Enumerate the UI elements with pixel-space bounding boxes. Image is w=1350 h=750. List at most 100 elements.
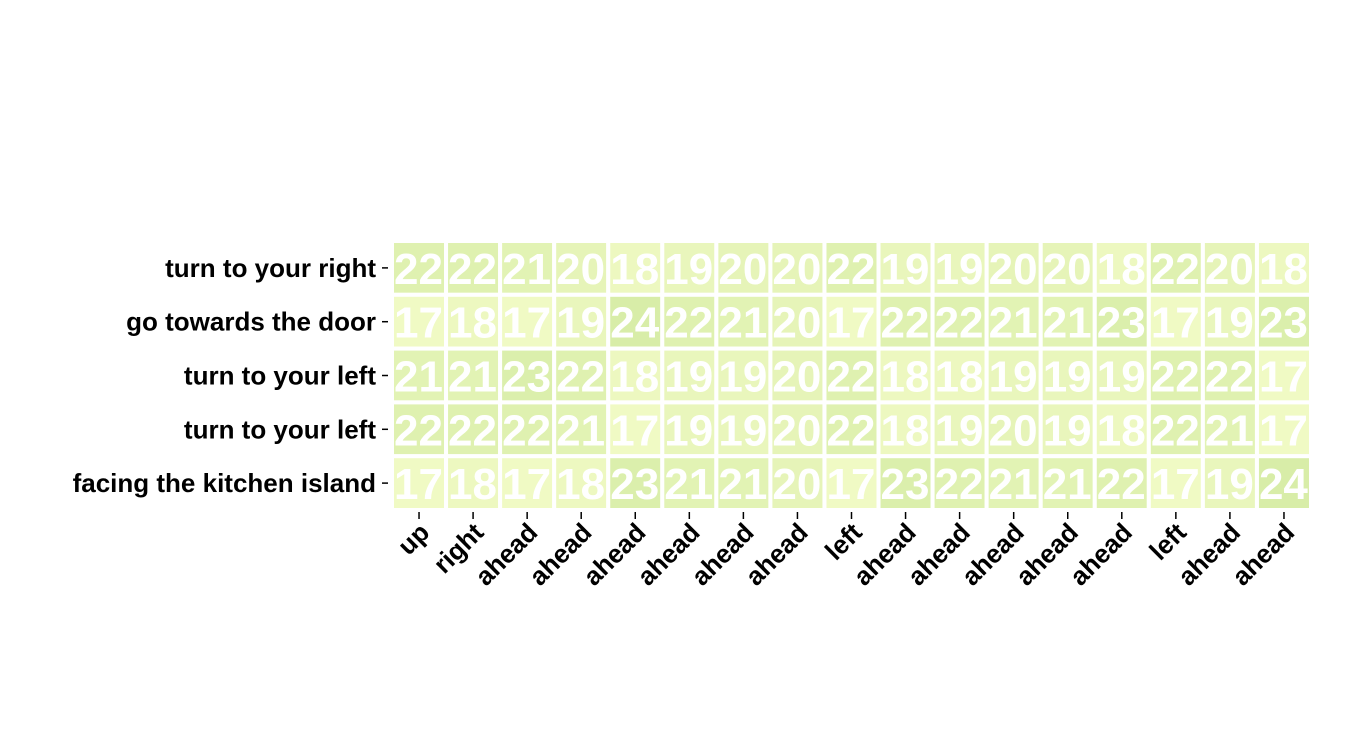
cell-value-label: 17 bbox=[610, 406, 659, 455]
cell-value-label: 21 bbox=[1043, 460, 1092, 509]
heatmap-cell bbox=[876, 292, 935, 351]
heatmap-cell bbox=[660, 292, 719, 351]
cell-value-label: 22 bbox=[935, 460, 984, 509]
heatmap-cell bbox=[876, 400, 935, 459]
cell-value-label: 22 bbox=[556, 353, 605, 402]
cell-value-label: 19 bbox=[1043, 406, 1092, 455]
cell-value-label: 21 bbox=[718, 299, 767, 348]
cell-value-label: 22 bbox=[502, 406, 551, 455]
cell-value-label: 18 bbox=[610, 245, 659, 294]
cell-value-label: 19 bbox=[1205, 299, 1254, 348]
cell-value-label: 20 bbox=[1043, 245, 1092, 294]
cell-value-label: 20 bbox=[989, 245, 1038, 294]
cell-value-label: 17 bbox=[1259, 353, 1308, 402]
row-label: turn to your right bbox=[165, 253, 376, 283]
cell-value-label: 17 bbox=[826, 460, 875, 509]
cell-value-label: 21 bbox=[718, 460, 767, 509]
cell-value-label: 21 bbox=[1043, 299, 1092, 348]
cell-value-label: 21 bbox=[664, 460, 713, 509]
cell-value-label: 21 bbox=[448, 353, 497, 402]
column-label: ahead bbox=[1064, 517, 1138, 591]
cell-value-label: 20 bbox=[772, 353, 821, 402]
heatmap-cell bbox=[1092, 292, 1151, 351]
cell-value-label: 18 bbox=[935, 353, 984, 402]
cell-value-label: 18 bbox=[881, 406, 930, 455]
cell-value-label: 18 bbox=[1097, 406, 1146, 455]
cell-value-label: 20 bbox=[772, 245, 821, 294]
cell-value-label: 17 bbox=[394, 460, 443, 509]
heatmap-cell bbox=[822, 454, 881, 513]
heatmap-cell bbox=[1254, 400, 1313, 459]
cell-value-label: 18 bbox=[1259, 245, 1308, 294]
cell-value-label: 22 bbox=[448, 406, 497, 455]
cell-value-label: 19 bbox=[1205, 460, 1254, 509]
row-labels: turn to your right go towards the door tur… bbox=[73, 253, 388, 498]
heatmap-cell bbox=[660, 454, 719, 513]
cell-value-label: 20 bbox=[772, 406, 821, 455]
cell-value-label: 18 bbox=[881, 353, 930, 402]
cell-value-label: 19 bbox=[664, 353, 713, 402]
heatmap-cell bbox=[768, 239, 827, 297]
cell-value-label: 22 bbox=[826, 406, 875, 455]
cell-value-label: 22 bbox=[935, 299, 984, 348]
cell-value-label: 21 bbox=[989, 299, 1038, 348]
cell-value-label: 20 bbox=[556, 245, 605, 294]
heatmap-cell bbox=[1038, 400, 1097, 459]
cell-value-label: 19 bbox=[1097, 353, 1146, 402]
cell-value-label: 22 bbox=[881, 299, 930, 348]
cell-value-label: 19 bbox=[718, 406, 767, 455]
column-label: ahead bbox=[739, 517, 813, 591]
cell-value-label: 19 bbox=[881, 245, 930, 294]
cell-value-label: 22 bbox=[664, 299, 713, 348]
cell-value-label: 23 bbox=[502, 353, 551, 402]
cell-value-label: 22 bbox=[1151, 245, 1200, 294]
heatmap-cell bbox=[444, 346, 503, 405]
row-label: turn to your left bbox=[184, 361, 376, 391]
heatmap-cell bbox=[1254, 454, 1313, 513]
heatmap-cell bbox=[768, 400, 827, 459]
cell-value-label: 21 bbox=[989, 460, 1038, 509]
column-label: up bbox=[392, 517, 436, 561]
cell-value-label: 17 bbox=[502, 299, 551, 348]
heatmap-cell bbox=[1092, 346, 1151, 405]
heatmap-cell bbox=[390, 454, 449, 513]
cell-value-label: 22 bbox=[1151, 353, 1200, 402]
heatmap-cell bbox=[984, 346, 1043, 405]
heatmap-cell bbox=[1092, 454, 1151, 513]
cell-value-label: 23 bbox=[1259, 299, 1308, 348]
cell-value-label: 23 bbox=[881, 460, 930, 509]
heatmap-cell bbox=[444, 292, 503, 351]
cell-value-label: 19 bbox=[989, 353, 1038, 402]
cell-value-label: 20 bbox=[1205, 245, 1254, 294]
column-label: ahead bbox=[1226, 517, 1300, 591]
cell-value-label: 18 bbox=[556, 460, 605, 509]
cell-value-label: 22 bbox=[1151, 406, 1200, 455]
cell-value-label: 17 bbox=[1259, 406, 1308, 455]
cell-value-label: 17 bbox=[1151, 299, 1200, 348]
row-label: turn to your left bbox=[184, 414, 376, 444]
cell-value-label: 17 bbox=[826, 299, 875, 348]
cell-value-label: 22 bbox=[826, 353, 875, 402]
cell-value-label: 22 bbox=[394, 406, 443, 455]
heatmap-cell bbox=[1254, 239, 1313, 297]
row-label: facing the kitchen island bbox=[73, 468, 376, 498]
cell-value-label: 23 bbox=[1097, 299, 1146, 348]
cell-value-label: 18 bbox=[448, 460, 497, 509]
cell-value-label: 18 bbox=[610, 353, 659, 402]
cell-value-label: 17 bbox=[394, 299, 443, 348]
cell-value-label: 22 bbox=[1097, 460, 1146, 509]
heatmap-cell bbox=[498, 400, 557, 459]
heatmap-cell bbox=[876, 239, 935, 297]
heatmap-cell bbox=[1254, 346, 1313, 405]
cell-value-label: 23 bbox=[610, 460, 659, 509]
heatmap-cell bbox=[552, 454, 611, 513]
cell-value-label: 22 bbox=[394, 245, 443, 294]
cell-value-label: 18 bbox=[448, 299, 497, 348]
row-label: go towards the door bbox=[126, 307, 376, 337]
cell-value-label: 21 bbox=[556, 406, 605, 455]
cell-value-label: 19 bbox=[664, 406, 713, 455]
